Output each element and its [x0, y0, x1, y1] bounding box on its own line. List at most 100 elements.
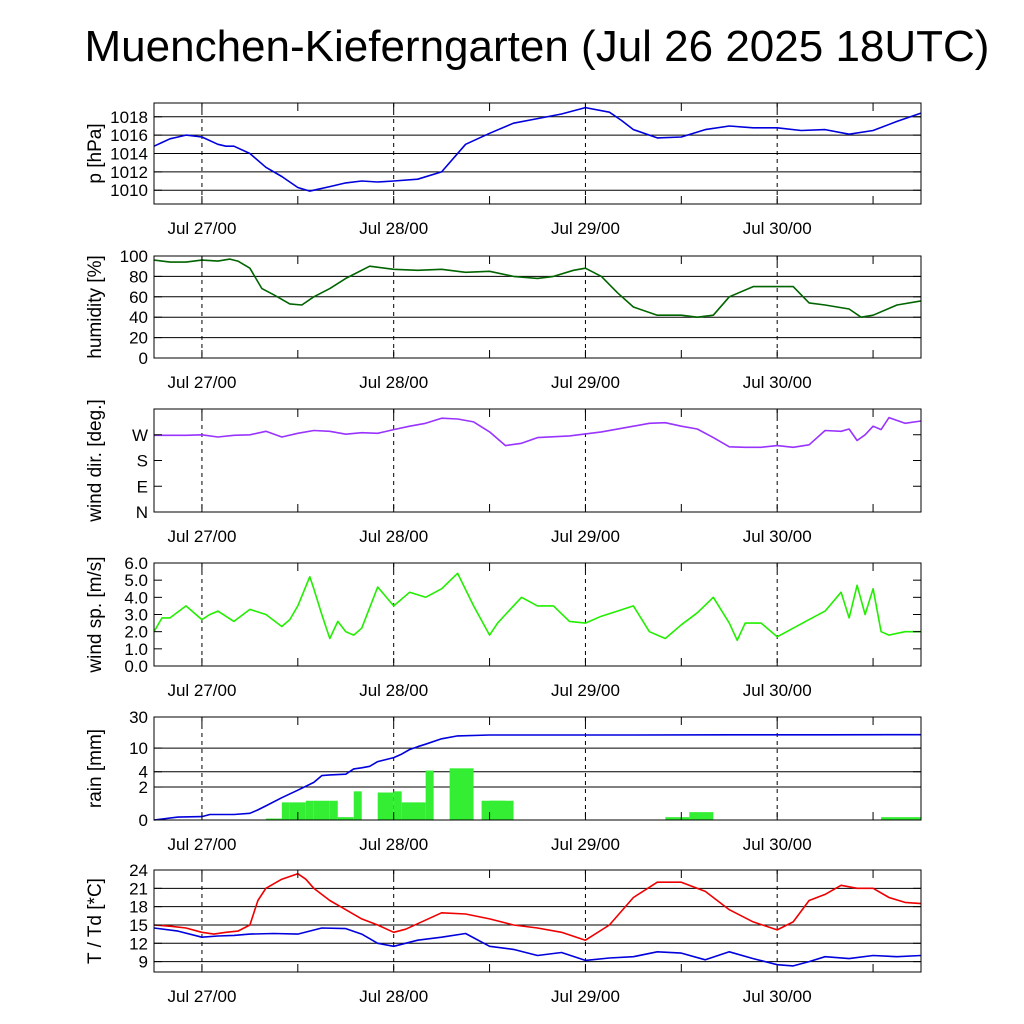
rain-bar: [401, 802, 426, 820]
rain-bar: [313, 800, 330, 820]
rain-bar: [689, 812, 714, 820]
y-tick-label: 0: [139, 811, 148, 830]
y-tick-label: 6.0: [124, 554, 148, 573]
x-tick-label: Jul 27/00: [167, 681, 236, 700]
y-tick-label: 40: [129, 308, 148, 327]
rain-bar: [265, 818, 282, 820]
rain-bar: [353, 791, 362, 820]
rain-bar: [881, 817, 921, 820]
panel-frame: [153, 562, 922, 667]
y-axis-label: wind dir. [deg.]: [85, 399, 106, 523]
x-tick-label: Jul 30/00: [743, 373, 812, 392]
x-tick-label: Jul 30/00: [743, 219, 812, 238]
y-tick-label: 30: [129, 708, 148, 727]
series-line-t: [153, 872, 922, 942]
panel-frame: [153, 869, 922, 973]
x-tick-label: Jul 29/00: [551, 835, 620, 854]
y-tick-label: 18: [129, 898, 148, 917]
x-tick-label: Jul 27/00: [167, 527, 236, 546]
rain-bar: [305, 800, 314, 820]
y-tick-label: 9: [139, 953, 148, 972]
x-tick-label: Jul 29/00: [551, 987, 620, 1006]
y-tick-label: 2: [139, 778, 148, 797]
y-tick-label: 0.0: [124, 657, 148, 676]
rain-bar: [489, 800, 514, 820]
y-axis-label: rain [mm]: [85, 729, 106, 808]
y-tick-label: 100: [120, 247, 148, 266]
x-tick-label: Jul 30/00: [743, 527, 812, 546]
y-axis-label: T / Td [*C]: [85, 878, 106, 964]
x-tick-label: Jul 30/00: [743, 987, 812, 1006]
x-tick-label: Jul 27/00: [167, 373, 236, 392]
panel-frame: [153, 716, 922, 821]
y-tick-label: 2.0: [124, 623, 148, 642]
x-tick-label: Jul 30/00: [743, 835, 812, 854]
chart-title: Muenchen-Kieferngarten (Jul 26 2025 18UT…: [84, 22, 990, 71]
rain-bar: [281, 802, 290, 820]
y-tick-label: 5.0: [124, 571, 148, 590]
x-tick-label: Jul 29/00: [551, 527, 620, 546]
y-tick-label: 10: [129, 739, 148, 758]
rain-bar: [289, 802, 306, 820]
y-tick-label: 12: [129, 934, 148, 953]
x-tick-label: Jul 28/00: [359, 373, 428, 392]
x-tick-label: Jul 30/00: [743, 681, 812, 700]
series-line-1: [153, 106, 922, 192]
panel-frame: [153, 255, 922, 359]
y-tick-label: 3.0: [124, 606, 148, 625]
y-tick-label: 60: [129, 288, 148, 307]
rain-bar: [337, 817, 354, 820]
x-tick-label: Jul 28/00: [359, 219, 428, 238]
x-tick-label: Jul 28/00: [359, 987, 428, 1006]
y-tick-label: 24: [129, 861, 148, 880]
rain-bar: [425, 770, 434, 820]
y-tick-label: 1018: [110, 108, 148, 127]
y-tick-label: 15: [129, 916, 148, 935]
x-tick-label: Jul 27/00: [167, 219, 236, 238]
x-tick-label: Jul 28/00: [359, 835, 428, 854]
series-line-1: [154, 416, 922, 449]
panel-frame: [153, 408, 922, 513]
y-axis-label: wind sp. [m/s]: [85, 556, 106, 673]
y-tick-label: N: [136, 503, 148, 522]
y-tick-label: 1012: [110, 163, 148, 182]
x-tick-label: Jul 27/00: [167, 835, 236, 854]
y-tick-label: E: [137, 477, 148, 496]
y-tick-label: W: [132, 426, 148, 445]
x-tick-label: Jul 29/00: [551, 219, 620, 238]
y-tick-label: 1016: [110, 126, 148, 145]
y-tick-label: 1.0: [124, 640, 148, 659]
rain-bar: [665, 817, 690, 820]
x-tick-label: Jul 27/00: [167, 987, 236, 1006]
y-axis-label: humidity [%]: [85, 255, 106, 358]
y-tick-label: 80: [129, 267, 148, 286]
x-tick-label: Jul 28/00: [359, 527, 428, 546]
y-tick-label: 4.0: [124, 588, 148, 607]
rain-bar: [393, 791, 402, 820]
panel-5: 0 24 10 30 Jul 27/00 Jul 28/00 Jul 29/00 Jul 30…: [85, 708, 922, 854]
rain-bar: [329, 800, 338, 820]
y-tick-label: 20: [129, 329, 148, 348]
y-axis-label: p [hPa]: [85, 123, 106, 183]
x-tick-label: Jul 28/00: [359, 681, 428, 700]
rain-bar: [377, 792, 394, 820]
x-tick-label: Jul 29/00: [551, 373, 620, 392]
rain-bar: [449, 768, 474, 820]
y-tick-label: 1014: [110, 145, 148, 164]
panel-4: 0.01.02.03.04.05.06.0 Jul 27/00 Jul 28/00 J…: [85, 554, 922, 700]
y-tick-label: 21: [129, 879, 148, 898]
series-line-1: [153, 572, 921, 642]
series-line-td: [153, 927, 922, 967]
y-tick-label: 0: [139, 349, 148, 368]
y-tick-label: 1010: [110, 181, 148, 200]
y-tick-label: 4: [139, 763, 148, 782]
x-tick-label: Jul 29/00: [551, 681, 620, 700]
y-tick-label: S: [137, 452, 148, 471]
series-line-1: [153, 733, 922, 821]
series-line-1: [153, 258, 922, 319]
